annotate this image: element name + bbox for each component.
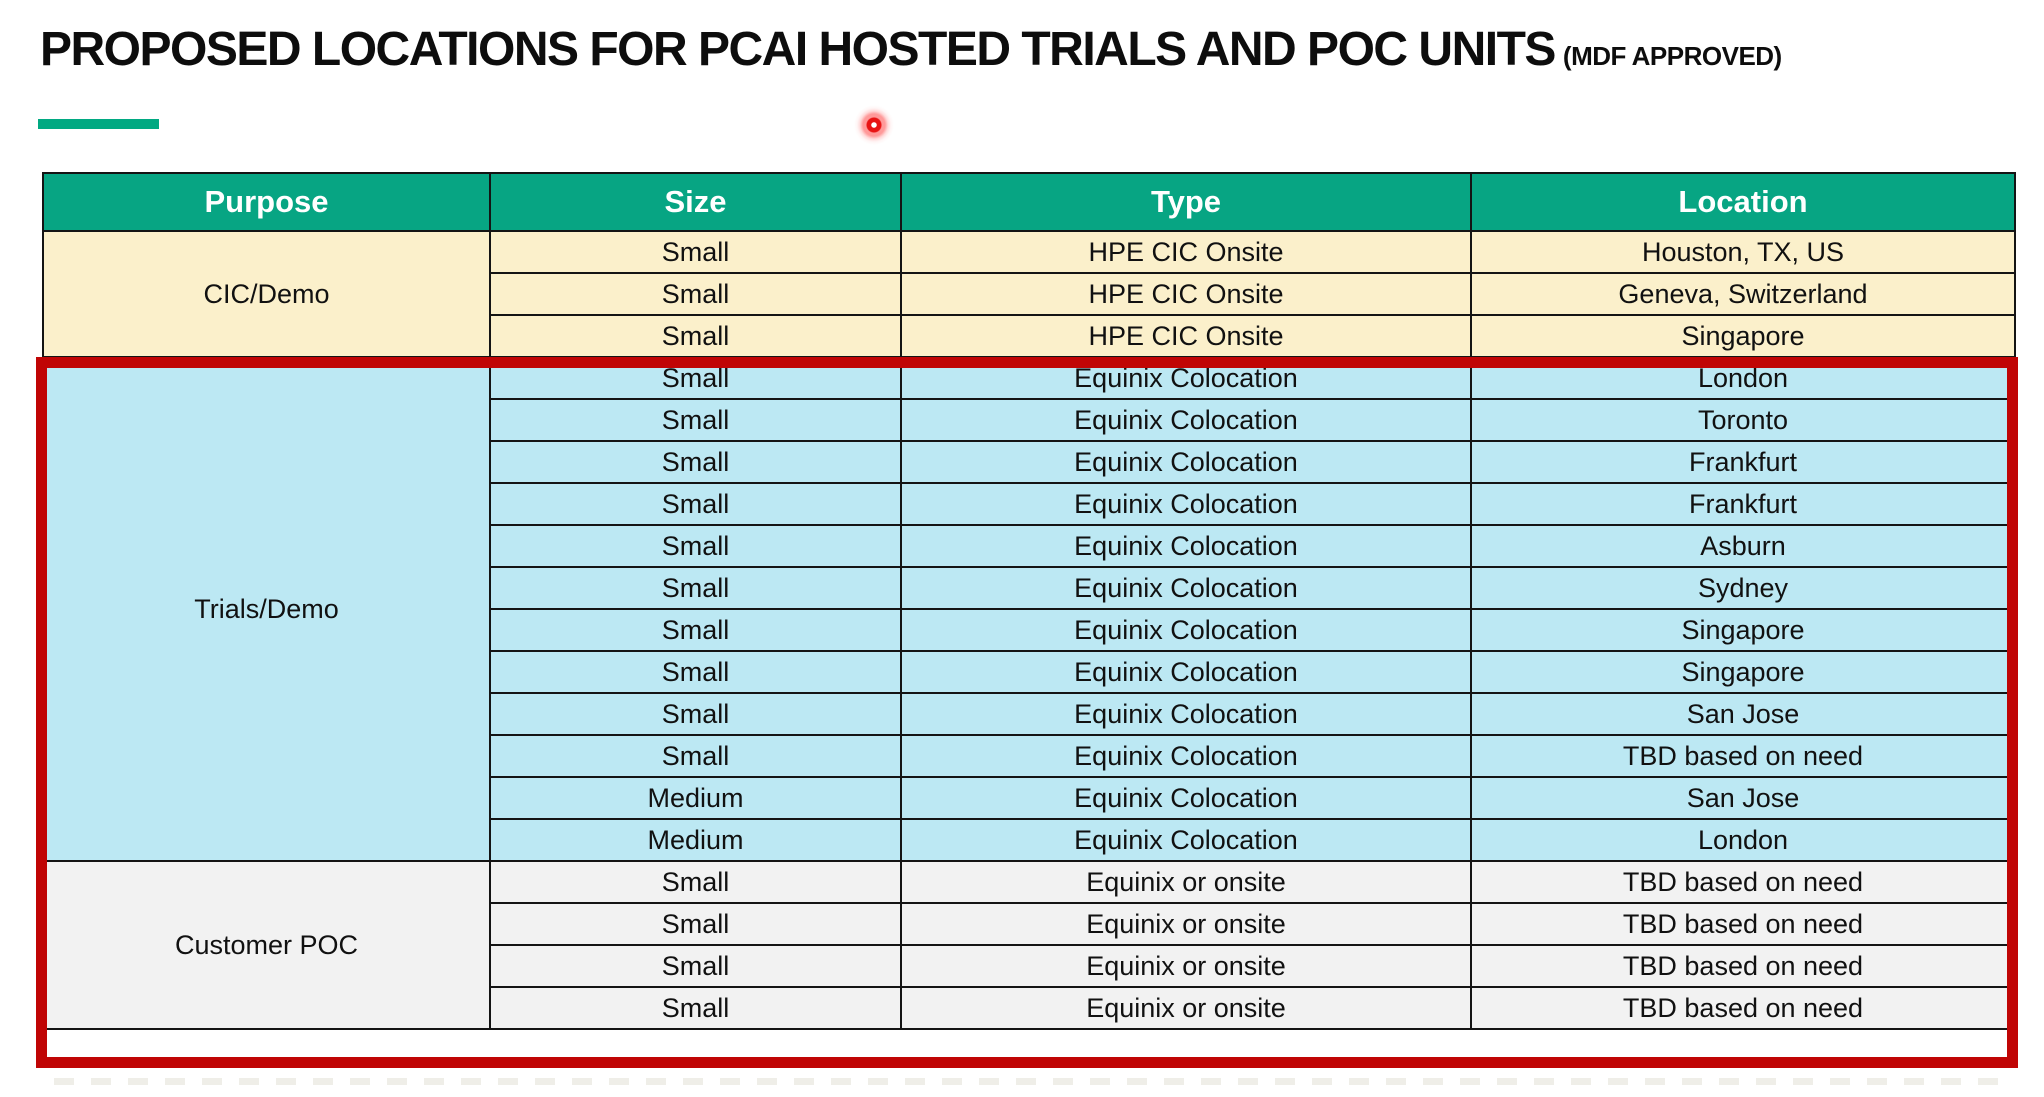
type-cell: Equinix Colocation: [900, 482, 1472, 526]
table-row: Small Equinix or onsite TBD based on need: [43, 986, 2016, 1030]
type-cell: Equinix Colocation: [900, 566, 1472, 610]
type-cell: HPE CIC Onsite: [900, 314, 1472, 358]
location-cell: TBD based on need: [1470, 860, 2016, 904]
purpose-group-cell: CIC/Demo: [42, 230, 491, 358]
location-cell: TBD based on need: [1470, 902, 2016, 946]
type-cell: Equinix or onsite: [900, 902, 1472, 946]
location-cell: San Jose: [1470, 692, 2016, 736]
location-cell: Frankfurt: [1470, 440, 2016, 484]
size-cell: Small: [489, 566, 902, 610]
table-row: Small Equinix or onsite TBD based on need: [43, 944, 2016, 988]
page-title-suffix: (MDF APPROVED): [1562, 41, 1782, 71]
table-row: Small Equinix Colocation Singapore: [43, 608, 2016, 652]
type-cell: Equinix Colocation: [900, 524, 1472, 568]
type-cell: Equinix or onsite: [900, 986, 1472, 1030]
column-header-location: Location: [1470, 172, 2016, 232]
purpose-group-cell: Trials/Demo: [42, 356, 491, 862]
size-cell: Small: [489, 608, 902, 652]
type-cell: HPE CIC Onsite: [900, 272, 1472, 316]
size-cell: Small: [489, 314, 902, 358]
table-row: Small Equinix Colocation Asburn: [43, 524, 2016, 568]
column-header-purpose: Purpose: [42, 172, 491, 232]
type-cell: HPE CIC Onsite: [900, 230, 1472, 274]
type-cell: Equinix Colocation: [900, 650, 1472, 694]
page-title: PROPOSED LOCATIONS FOR PCAI HOSTED TRIAL…: [40, 23, 1782, 77]
location-cell: Singapore: [1470, 650, 2016, 694]
location-cell: Singapore: [1470, 608, 2016, 652]
table-row: Small Equinix or onsite TBD based on need: [43, 902, 2016, 946]
table-row: Customer POC Small Equinix or onsite TBD ba…: [42, 860, 2016, 1030]
location-cell: TBD based on need: [1470, 734, 2016, 778]
table-row: CIC/Demo Small HPE CIC Onsite Houston, TX, …: [42, 230, 2016, 358]
type-cell: Equinix Colocation: [900, 776, 1472, 820]
size-cell: Small: [489, 440, 902, 484]
location-cell: London: [1470, 356, 2016, 400]
bottom-dashed-line: [54, 1078, 2006, 1085]
table-body: CIC/Demo Small HPE CIC Onsite Houston, TX, …: [42, 230, 2016, 1030]
table-row: Medium Equinix Colocation San Jose: [43, 776, 2016, 820]
table-row: Small Equinix Colocation TBD based on need: [43, 734, 2016, 778]
table-row: Medium Equinix Colocation London: [43, 818, 2016, 862]
table-row: Small Equinix Colocation Frankfurt: [43, 440, 2016, 484]
page-title-main: PROPOSED LOCATIONS FOR PCAI HOSTED TRIAL…: [40, 23, 1556, 76]
type-cell: Equinix Colocation: [900, 692, 1472, 736]
location-cell: Asburn: [1470, 524, 2016, 568]
size-cell: Medium: [489, 776, 902, 820]
column-header-type: Type: [900, 172, 1472, 232]
size-cell: Small: [489, 524, 902, 568]
size-cell: Medium: [489, 818, 902, 862]
location-cell: Toronto: [1470, 398, 2016, 442]
location-cell: Geneva, Switzerland: [1470, 272, 2016, 316]
location-cell: San Jose: [1470, 776, 2016, 820]
size-cell: Small: [489, 272, 902, 316]
table-header-row: Purpose Size Type Location: [42, 172, 2016, 232]
location-cell: TBD based on need: [1470, 944, 2016, 988]
location-cell: TBD based on need: [1470, 986, 2016, 1030]
size-cell: Small: [489, 734, 902, 778]
type-cell: Equinix Colocation: [900, 398, 1472, 442]
size-cell: Small: [489, 482, 902, 526]
type-cell: Equinix Colocation: [900, 440, 1472, 484]
column-header-size: Size: [489, 172, 902, 232]
table-row: Small HPE CIC Onsite Geneva, Switzerland: [43, 272, 2016, 316]
type-cell: Equinix Colocation: [900, 608, 1472, 652]
table-row: Small Equinix Colocation San Jose: [43, 692, 2016, 736]
table-row: Small Equinix Colocation Singapore: [43, 650, 2016, 694]
title-accent-bar: [38, 119, 159, 129]
size-cell: Small: [489, 860, 902, 904]
location-cell: London: [1470, 818, 2016, 862]
locations-table: Purpose Size Type Location CIC/Demo Small…: [42, 172, 2016, 1030]
type-cell: Equinix Colocation: [900, 818, 1472, 862]
table-row: Small Equinix Colocation Frankfurt: [43, 482, 2016, 526]
type-cell: Equinix Colocation: [900, 356, 1472, 400]
size-cell: Small: [489, 692, 902, 736]
location-cell: Frankfurt: [1470, 482, 2016, 526]
size-cell: Small: [489, 230, 902, 274]
size-cell: Small: [489, 398, 902, 442]
type-cell: Equinix or onsite: [900, 944, 1472, 988]
table-row: Small HPE CIC Onsite Singapore: [43, 314, 2016, 358]
size-cell: Small: [489, 986, 902, 1030]
table-row: Trials/Demo Small Equinix Colocation London: [42, 356, 2016, 862]
location-cell: Singapore: [1470, 314, 2016, 358]
size-cell: Small: [489, 650, 902, 694]
size-cell: Small: [489, 902, 902, 946]
type-cell: Equinix or onsite: [900, 860, 1472, 904]
purpose-group-cell: Customer POC: [42, 860, 491, 1030]
location-cell: Houston, TX, US: [1470, 230, 2016, 274]
type-cell: Equinix Colocation: [900, 734, 1472, 778]
table-row: Small Equinix Colocation Toronto: [43, 398, 2016, 442]
laser-pointer-dot: [854, 105, 894, 145]
size-cell: Small: [489, 356, 902, 400]
location-cell: Sydney: [1470, 566, 2016, 610]
size-cell: Small: [489, 944, 902, 988]
table-row: Small Equinix Colocation Sydney: [43, 566, 2016, 610]
